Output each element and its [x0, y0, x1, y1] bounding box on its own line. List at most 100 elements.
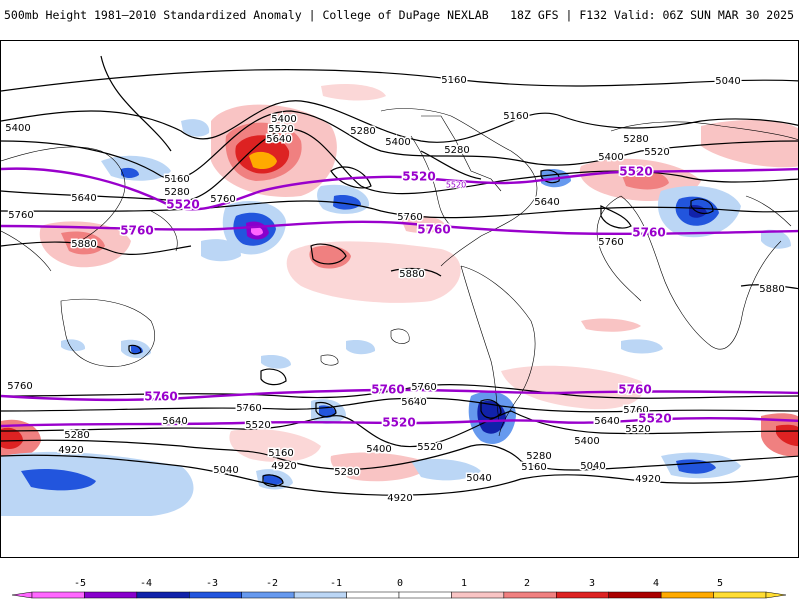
- height-contour-label: 5160: [503, 111, 528, 122]
- anomaly-colorbar: -5 -4 -3 -2 -1 0 1 2 3 4 5: [0, 572, 800, 600]
- height-contour-label: 4920: [271, 461, 296, 472]
- height-contour-label: 5160: [521, 462, 546, 473]
- height-contour-label: 5280: [164, 187, 189, 198]
- height-contour-label: 5760: [7, 381, 32, 392]
- height-contour-label: 5520: [644, 147, 669, 158]
- height-contour-label: 5520: [417, 442, 442, 453]
- height-contour-label: 5760: [8, 210, 33, 221]
- height-contour-label: 5520: [268, 124, 293, 135]
- reference-contour-label: 5760: [417, 223, 450, 237]
- anomaly-map: 5160 5040 5400 5520 5640 5400 5280 5160 5400 5280…: [0, 40, 799, 558]
- colorbar-max-arrow: [765, 591, 787, 599]
- colorbar-tick-label: 1: [461, 578, 467, 589]
- colorbar-segment: [136, 591, 190, 599]
- colorbar-tick-label: -1: [330, 578, 342, 589]
- colorbar-segment: [31, 591, 85, 599]
- height-contour-label: 5040: [715, 76, 740, 87]
- height-contour-label: 5040: [580, 461, 605, 472]
- height-contour-label: 5040: [213, 465, 238, 476]
- colorbar-tick-label: -4: [140, 578, 152, 589]
- height-contour-label: 5400: [385, 137, 410, 148]
- height-contour-label: 5760: [397, 212, 422, 223]
- colorbar-segment: [84, 591, 138, 599]
- height-contour-label: 5160: [441, 75, 466, 86]
- colorbar-segment: [660, 591, 714, 599]
- height-contour-label: 5640: [266, 134, 291, 145]
- height-contour-label: 4920: [635, 474, 660, 485]
- height-contour-label: 5880: [71, 239, 96, 250]
- height-contour-label: 5760: [598, 237, 623, 248]
- map-title: 500mb Height 1981–2010 Standardized Anom…: [4, 8, 489, 22]
- height-contour-label: 5040: [466, 473, 491, 484]
- colorbar-segment: [451, 591, 505, 599]
- height-contour-label: 5640: [534, 197, 559, 208]
- small-contour-label: 5520: [446, 181, 466, 190]
- colorbar-segment: [189, 591, 242, 599]
- reference-contour-label: 5520: [382, 416, 415, 430]
- colorbar-segment: [293, 591, 347, 599]
- colorbar-tick-label: -2: [266, 578, 278, 589]
- height-contour-label: 4920: [387, 493, 412, 504]
- height-contour-label: 5400: [366, 444, 391, 455]
- height-contour-label: 4920: [58, 445, 83, 456]
- height-contour-label: 5640: [401, 397, 426, 408]
- colorbar-tick-label: 5: [717, 578, 723, 589]
- colorbar-graphic: -5 -4 -3 -2 -1 0 1 2 3 4 5: [11, 578, 787, 599]
- reference-contour-label: 5760: [144, 390, 177, 404]
- reference-contour-label: 5520: [166, 198, 199, 212]
- reference-contour-label: 5520: [619, 165, 652, 179]
- height-contour-label: 5880: [759, 284, 784, 295]
- colorbar-segment: [241, 591, 295, 599]
- colorbar-min-arrow: [11, 591, 33, 599]
- height-contour-label: 5760: [236, 403, 261, 414]
- height-contour-label: 5640: [594, 416, 619, 427]
- reference-contour-label: 5760: [618, 383, 651, 397]
- height-contour-label: 5400: [5, 123, 30, 134]
- height-contour-label: 5520: [625, 424, 650, 435]
- colorbar-tick-label: 4: [653, 578, 659, 589]
- height-contour-label: 5280: [64, 430, 89, 441]
- reference-contour-label: 5520: [402, 170, 435, 184]
- small-contour-labels: 5520: [445, 180, 467, 191]
- coastlines: [1, 108, 798, 437]
- height-contour-label: 5400: [574, 436, 599, 447]
- height-contour-label: 5760: [411, 382, 436, 393]
- height-contour-label: 5160: [164, 174, 189, 185]
- reference-contours: [1, 167, 798, 428]
- colorbar-segment: [556, 591, 609, 599]
- height-contour-label: 5880: [399, 269, 424, 280]
- height-contour-label: 5640: [162, 416, 187, 427]
- height-contour-label: 5280: [334, 467, 359, 478]
- height-contour-label: 5760: [623, 405, 648, 416]
- colorbar-tick-label: -3: [206, 578, 218, 589]
- height-contour-label: 5520: [245, 420, 270, 431]
- height-contour-label: 5280: [623, 134, 648, 145]
- colorbar-tick-label: 3: [589, 578, 595, 589]
- reference-contour-label: 5760: [632, 226, 665, 240]
- height-contour-label: 5160: [268, 448, 293, 459]
- height-contour-label: 5640: [71, 193, 96, 204]
- height-contour-label: 5280: [444, 145, 469, 156]
- model-run-info: 18Z GFS | F132 Valid: 06Z SUN MAR 30 202…: [510, 8, 794, 22]
- height-contour-label: 5280: [526, 451, 551, 462]
- height-contour-label: 5280: [350, 126, 375, 137]
- colorbar-segment: [608, 591, 662, 599]
- colorbar-segment: [713, 591, 767, 599]
- colorbar-tick-label: -5: [74, 578, 86, 589]
- reference-contour-label: 5520: [638, 412, 671, 426]
- colorbar-tick-label: 0: [397, 578, 403, 589]
- height-contours: [1, 55, 798, 496]
- height-contour-label: 5400: [598, 152, 623, 163]
- height-contour-label: 5400: [271, 114, 296, 125]
- colorbar-segment: [346, 591, 400, 599]
- reference-contour-label: 5760: [120, 224, 153, 238]
- colorbar-segment: [398, 591, 452, 599]
- colorbar-tick-label: 2: [524, 578, 530, 589]
- reference-contour-label: 5760: [371, 383, 404, 397]
- height-contour-label: 5760: [210, 194, 235, 205]
- colorbar-segment: [503, 591, 557, 599]
- header: 500mb Height 1981–2010 Standardized Anom…: [0, 0, 800, 40]
